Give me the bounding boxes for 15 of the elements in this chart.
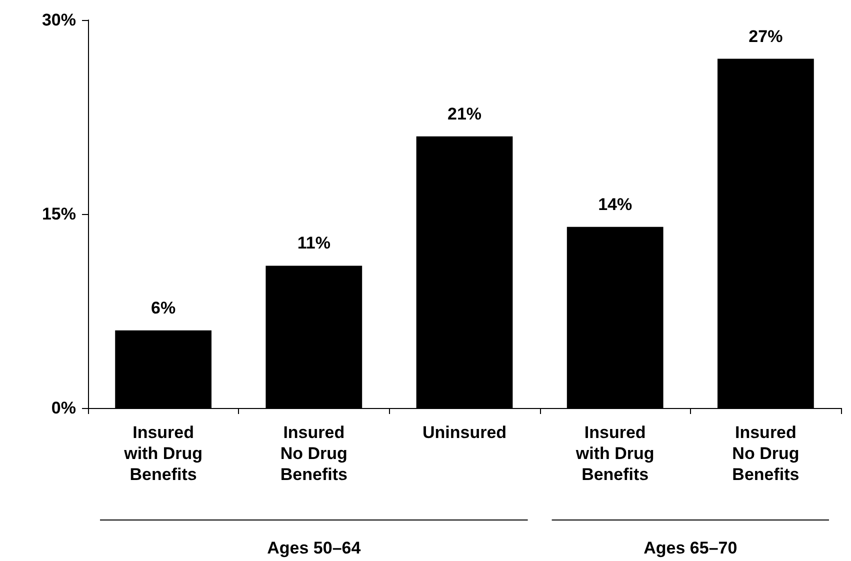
x-tick-label: Uninsured bbox=[422, 423, 507, 442]
x-tick-label: Insured with Drug Benefits bbox=[123, 423, 202, 484]
x-tick-label: Insured No Drug Benefits bbox=[280, 423, 348, 484]
data-label: 6% bbox=[151, 298, 176, 318]
data-label: 27% bbox=[748, 26, 783, 46]
data-label: 14% bbox=[598, 194, 632, 214]
text: Ages 50–64 bbox=[267, 538, 362, 558]
y-tick-label: 0% bbox=[51, 398, 76, 418]
y-tick-label: 15% bbox=[42, 204, 76, 224]
x-tick-label: Insured with Drug Benefits bbox=[574, 423, 654, 484]
y-tick-label: 30% bbox=[42, 10, 76, 30]
x-tick-label: Insured No Drug Benefits bbox=[732, 423, 800, 484]
data-label: 11% bbox=[297, 234, 330, 253]
text: Ages 65–70 bbox=[644, 538, 738, 558]
data-label: 21% bbox=[447, 104, 482, 124]
